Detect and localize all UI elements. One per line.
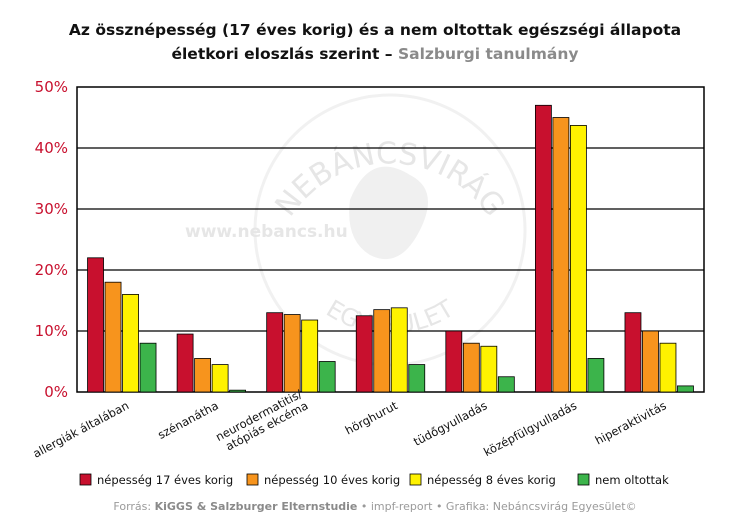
- source-suffix: • impf-report • Grafika: Nebáncsvirág Eg…: [357, 500, 637, 513]
- bar: [677, 385, 694, 393]
- x-tick-label: középfülgyulladás: [481, 398, 579, 459]
- bar: [462, 342, 480, 393]
- bar: [283, 314, 301, 393]
- source-prefix: Forrás:: [113, 500, 155, 513]
- gridlines: [77, 147, 704, 332]
- bar: [552, 117, 570, 393]
- bar: [408, 364, 426, 393]
- legend-label: nem oltottak: [595, 473, 669, 487]
- chart-svg: NEBÁNCSVIRÁG EGYESÜLET www.nebancs.hu 0%…: [31, 78, 705, 487]
- legend-label: népesség 10 éves korig: [264, 473, 400, 487]
- bar: [301, 319, 319, 393]
- bar: [229, 389, 247, 393]
- bar: [355, 315, 373, 393]
- y-tick-label: 40%: [35, 139, 68, 157]
- chart-title: Az össznépesség (17 éves korig) és a nem…: [0, 18, 750, 66]
- legend-swatch: [79, 473, 92, 486]
- bar: [497, 376, 515, 393]
- watermark-flower-icon: [349, 166, 428, 260]
- legend-label: népesség 8 éves korig: [427, 473, 556, 487]
- x-tick-label-line: szénanátha: [155, 398, 220, 442]
- chart-subtitle: Salzburgi tanulmány: [397, 45, 579, 63]
- watermark: NEBÁNCSVIRÁG EGYESÜLET www.nebancs.hu: [185, 93, 527, 367]
- bar: [587, 358, 605, 393]
- x-tick-label-line: hiperaktivitás: [593, 398, 669, 447]
- bar: [373, 309, 391, 393]
- x-tick-label-line: allergiák általában: [31, 398, 132, 460]
- legend-swatch: [577, 473, 590, 486]
- source-bold: KiGGS & Salzburger Elternstudie: [154, 500, 358, 513]
- source-footer: Forrás: KiGGS & Salzburger Elternstudie …: [0, 500, 750, 513]
- y-tick-label: 50%: [35, 78, 68, 96]
- legend: népesség 17 éves korig népesség 10 éves k…: [79, 473, 669, 487]
- x-tick-label-line: tüdőgyulladás: [411, 398, 489, 449]
- bar: [122, 293, 139, 393]
- bar: [445, 330, 463, 393]
- x-axis-ticks: allergiák általában szénanáthaneurodermat…: [31, 387, 669, 461]
- bar: [624, 312, 642, 393]
- x-tick-label-line: hörghurut: [343, 398, 401, 437]
- title-line-1: Az össznépesség (17 éves korig) és a nem…: [68, 21, 682, 39]
- bar: [139, 342, 157, 393]
- bar: [87, 257, 104, 393]
- x-tick-label: tüdőgyulladás: [411, 398, 489, 449]
- bar: [266, 312, 284, 393]
- bars: [87, 104, 694, 393]
- legend-swatch: [246, 473, 259, 486]
- title-line-2-text: életkori eloszlás szerint –: [171, 45, 398, 63]
- legend-swatch: [409, 473, 422, 486]
- bar: [194, 358, 212, 393]
- bar: [211, 364, 229, 393]
- bar: [390, 307, 408, 393]
- y-tick-label: 10%: [35, 322, 68, 340]
- bar: [659, 342, 677, 393]
- plot-frame: [76, 86, 705, 393]
- bar: [569, 125, 587, 393]
- bar: [480, 345, 498, 393]
- x-tick-label: neurodermatitis/atópiás ekcéma: [213, 387, 310, 456]
- y-tick-label: 0%: [44, 383, 68, 401]
- y-axis-ticks: 0% 10% 20% 30% 40% 50%: [35, 78, 68, 401]
- watermark-url: www.nebancs.hu: [185, 222, 348, 242]
- bar: [534, 104, 552, 393]
- title-line-2: életkori eloszlás szerint – Salzburgi ta…: [0, 42, 750, 66]
- y-tick-label: 30%: [35, 200, 68, 218]
- x-tick-label: hörghurut: [343, 398, 401, 437]
- x-tick-label-line: középfülgyulladás: [481, 398, 579, 459]
- y-tick-label: 20%: [35, 261, 68, 279]
- legend-label: népesség 17 éves korig: [97, 473, 233, 487]
- x-tick-label: allergiák általában: [31, 398, 132, 460]
- bar: [318, 361, 336, 393]
- bar: [176, 333, 194, 393]
- bar: [104, 281, 122, 393]
- bar: [642, 330, 659, 393]
- x-tick-label: szénanátha: [155, 398, 220, 442]
- x-tick-label: hiperaktivitás: [593, 398, 669, 447]
